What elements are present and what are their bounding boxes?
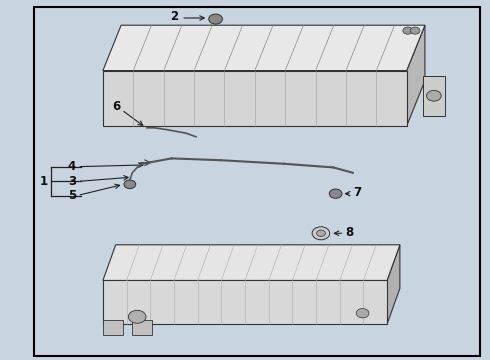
- Text: 5: 5: [68, 189, 76, 202]
- Polygon shape: [407, 25, 425, 126]
- Polygon shape: [103, 280, 387, 324]
- Text: 3: 3: [68, 175, 76, 188]
- Circle shape: [312, 227, 330, 240]
- Polygon shape: [387, 245, 400, 324]
- Text: 7: 7: [353, 186, 361, 199]
- Text: 4: 4: [68, 160, 76, 173]
- Text: 8: 8: [345, 226, 354, 239]
- Circle shape: [403, 27, 413, 34]
- Polygon shape: [103, 71, 407, 126]
- Polygon shape: [103, 25, 425, 71]
- Circle shape: [128, 310, 146, 323]
- Circle shape: [317, 230, 325, 237]
- Bar: [103, 320, 122, 335]
- Circle shape: [410, 27, 420, 34]
- Bar: [132, 320, 152, 335]
- Polygon shape: [103, 245, 400, 280]
- Circle shape: [329, 189, 342, 198]
- Circle shape: [356, 309, 369, 318]
- Circle shape: [209, 14, 222, 24]
- Text: 1: 1: [40, 175, 48, 188]
- Text: 2: 2: [170, 10, 178, 23]
- Bar: [423, 76, 445, 116]
- Circle shape: [124, 180, 136, 189]
- Circle shape: [426, 90, 441, 101]
- Text: 6: 6: [112, 100, 120, 113]
